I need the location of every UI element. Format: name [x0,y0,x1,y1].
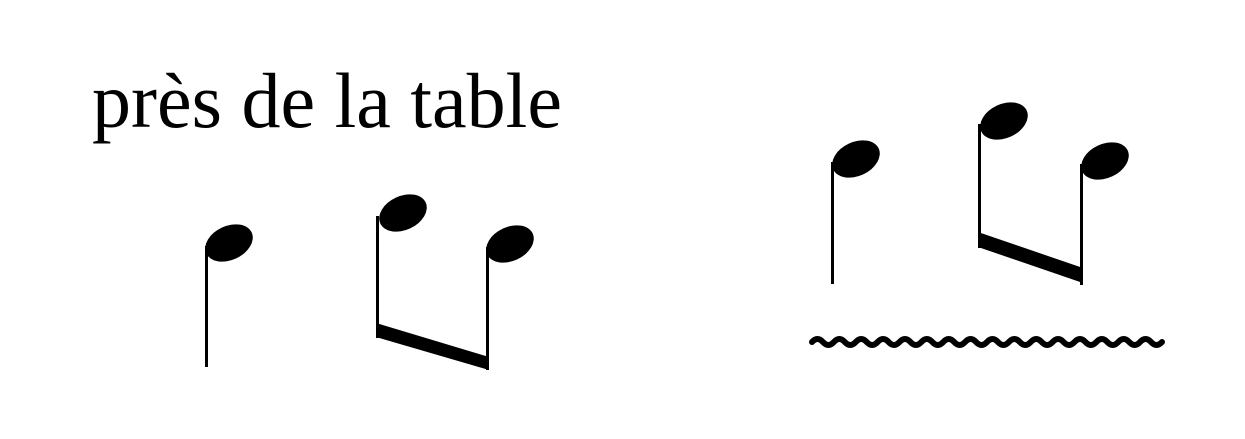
note-beam [376,323,489,370]
note-head [1081,142,1129,180]
note-head [205,224,253,262]
quarter-note [205,224,253,367]
note-stem [831,162,834,284]
note-stem [486,247,489,370]
note-head [980,102,1028,140]
quarter-note [831,140,880,284]
eighth-note-pair [978,102,1129,285]
note-stem [1080,164,1083,285]
note-stem [978,124,981,248]
left-rhythm-group [205,194,534,370]
note-beam [978,232,1083,283]
note-head [379,194,427,232]
note-stem [205,246,208,367]
note-stem [376,216,379,338]
phrase-text: près de la table [92,57,562,144]
eighth-note-pair [376,194,534,370]
trill-wavy-line-icon [809,336,1165,348]
note-head [486,225,534,263]
right-rhythm-group [809,102,1165,348]
note-head [832,140,880,178]
